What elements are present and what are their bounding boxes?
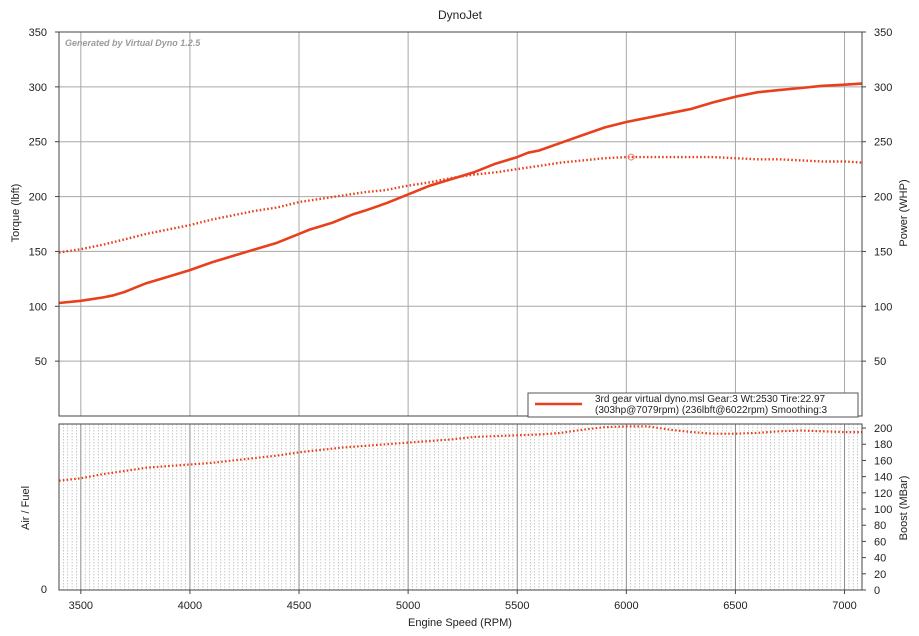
boost-tick-20: 20 [874,569,886,581]
power-axis-title: Power (WHP) [898,179,910,246]
power-tick-200: 200 [874,192,892,204]
torque-tick-200: 200 [29,192,47,204]
bottom-panel-grid [58,424,863,590]
x-tick-5000: 5000 [396,600,420,612]
x-tick-7000: 7000 [832,600,856,612]
power-tick-350: 350 [874,27,892,39]
chart-title: DynoJet [438,8,483,22]
boost-tick-200: 200 [874,423,892,435]
power-tick-300: 300 [874,82,892,94]
boost-tick-180: 180 [874,439,892,451]
torque-line [58,155,862,254]
bottom-panel-frame [58,423,863,591]
power-tick-50: 50 [874,356,886,368]
x-tick-6000: 6000 [614,600,638,612]
x-tick-4500: 4500 [287,600,311,612]
power-tick-100: 100 [874,301,892,313]
air-fuel-axis-title: Air / Fuel [20,486,32,530]
torque-tick-350: 350 [29,27,47,39]
boost-tick-80: 80 [874,520,886,532]
power-tick-150: 150 [874,246,892,258]
watermark-text: Generated by Virtual Dyno 1.2.5 [65,38,201,48]
torque-tick-150: 150 [29,246,47,258]
boost-tick-140: 140 [874,472,892,484]
torque-tick-100: 100 [29,301,47,313]
x-tick-5500: 5500 [505,600,529,612]
torque-tick-300: 300 [29,82,47,94]
panel-frames [58,31,863,591]
series-layer [58,82,862,482]
boost-axis-title: Boost (MBar) [898,476,910,541]
legend-box [527,392,859,418]
boost-tick-0: 0 [874,585,880,597]
x-tick-3500: 3500 [69,600,93,612]
x-tick-4000: 4000 [178,600,202,612]
boost-tick-60: 60 [874,536,886,548]
x-tick-6500: 6500 [723,600,747,612]
top-panel-grid [59,31,862,416]
boost-tick-100: 100 [874,504,892,516]
boost-tick-120: 120 [874,488,892,500]
torque-axis-title: Torque (lbft) [10,184,22,243]
boost-tick-40: 40 [874,553,886,565]
power-line [58,82,862,305]
top-panel-frame [58,31,863,417]
peak-torque-marker [627,153,635,161]
power-tick-250: 250 [874,137,892,149]
torque-tick-50: 50 [35,356,47,368]
x-axis-title: Engine Speed (RPM) [408,617,512,629]
air-fuel-tick-0: 0 [41,584,47,596]
torque-tick-250: 250 [29,137,47,149]
legend-line-2: (303hp@7079rpm) (236lbft@6022rpm) Smooth… [595,405,828,416]
legend: 3rd gear virtual dyno.msl Gear:3 Wt:2530… [527,392,859,418]
boost-tick-160: 160 [874,455,892,467]
legend-line-1: 3rd gear virtual dyno.msl Gear:3 Wt:2530… [595,394,826,405]
